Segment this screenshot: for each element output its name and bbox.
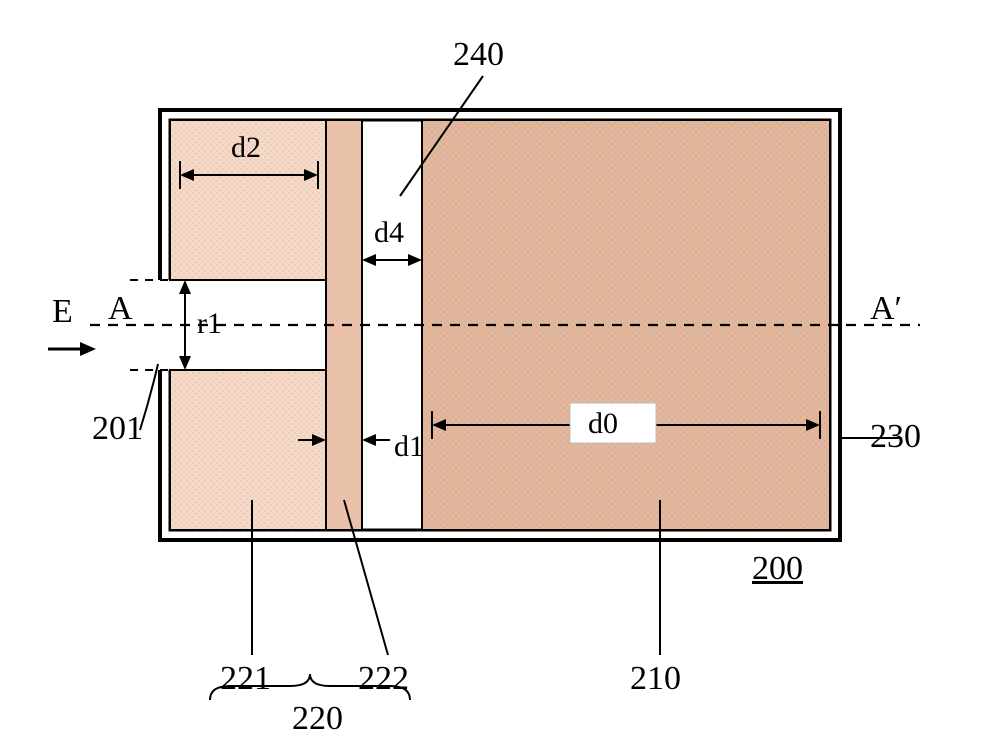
region-221 [170,370,326,530]
leader-222 [344,500,388,655]
dim-label-r1: r1 [197,307,222,341]
dim-label-d2: d2 [231,131,261,165]
ref-210: 210 [630,660,681,698]
ref-220: 220 [292,700,343,738]
ref-222: 222 [358,660,409,698]
dim-label-d1: d1 [394,430,424,464]
section-label-A: A [108,290,133,328]
section-label-Aprime: A′ [870,290,902,328]
ref-201: 201 [92,410,143,448]
ref-200: 200 [752,550,803,588]
dim-label-d0: d0 [588,407,618,441]
beam-label-E: E [52,293,73,331]
callout-240: 240 [453,36,504,74]
diagram-svg [0,0,1000,738]
region-210 [422,120,830,530]
ref-221: 221 [220,660,271,698]
ref-230: 230 [870,418,921,456]
dim-label-d4: d4 [374,216,404,250]
